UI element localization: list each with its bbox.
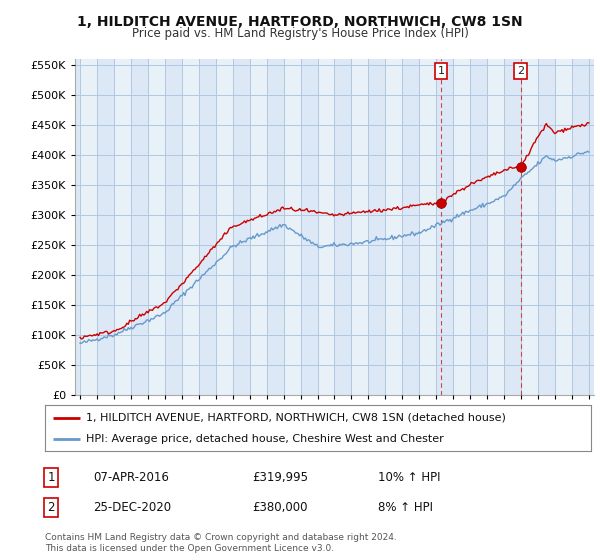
Bar — [165, 59, 182, 395]
Text: 07-APR-2016: 07-APR-2016 — [93, 470, 169, 484]
Bar — [403, 59, 419, 395]
Text: 1, HILDITCH AVENUE, HARTFORD, NORTHWICH, CW8 1SN (detached house): 1, HILDITCH AVENUE, HARTFORD, NORTHWICH,… — [86, 413, 506, 423]
Bar — [436, 59, 453, 395]
Text: £319,995: £319,995 — [252, 470, 308, 484]
Text: £380,000: £380,000 — [252, 501, 308, 515]
Bar — [97, 59, 114, 395]
Bar — [538, 59, 555, 395]
Bar — [317, 59, 334, 395]
Bar — [487, 59, 504, 395]
Bar — [284, 59, 301, 395]
Text: 2: 2 — [47, 501, 55, 515]
Text: 1: 1 — [437, 66, 445, 76]
Bar — [385, 59, 403, 395]
Bar — [199, 59, 216, 395]
Text: 25-DEC-2020: 25-DEC-2020 — [93, 501, 171, 515]
Bar — [352, 59, 368, 395]
Bar — [148, 59, 165, 395]
Bar — [368, 59, 385, 395]
Text: Price paid vs. HM Land Registry's House Price Index (HPI): Price paid vs. HM Land Registry's House … — [131, 27, 469, 40]
Bar — [114, 59, 131, 395]
Bar — [301, 59, 317, 395]
Bar — [266, 59, 284, 395]
Text: 1: 1 — [47, 470, 55, 484]
Text: 1, HILDITCH AVENUE, HARTFORD, NORTHWICH, CW8 1SN: 1, HILDITCH AVENUE, HARTFORD, NORTHWICH,… — [77, 15, 523, 29]
Bar — [470, 59, 487, 395]
Bar — [453, 59, 470, 395]
Text: Contains HM Land Registry data © Crown copyright and database right 2024.
This d: Contains HM Land Registry data © Crown c… — [45, 533, 397, 553]
Bar — [419, 59, 436, 395]
Bar — [555, 59, 572, 395]
Text: HPI: Average price, detached house, Cheshire West and Chester: HPI: Average price, detached house, Ches… — [86, 435, 444, 444]
Bar — [131, 59, 148, 395]
Text: 10% ↑ HPI: 10% ↑ HPI — [378, 470, 440, 484]
Text: 2: 2 — [517, 66, 524, 76]
Bar — [80, 59, 97, 395]
Bar — [572, 59, 589, 395]
Bar — [233, 59, 250, 395]
Bar — [182, 59, 199, 395]
Bar — [504, 59, 521, 395]
Bar — [521, 59, 538, 395]
Bar — [334, 59, 352, 395]
Bar — [250, 59, 266, 395]
Bar — [216, 59, 233, 395]
Text: 8% ↑ HPI: 8% ↑ HPI — [378, 501, 433, 515]
